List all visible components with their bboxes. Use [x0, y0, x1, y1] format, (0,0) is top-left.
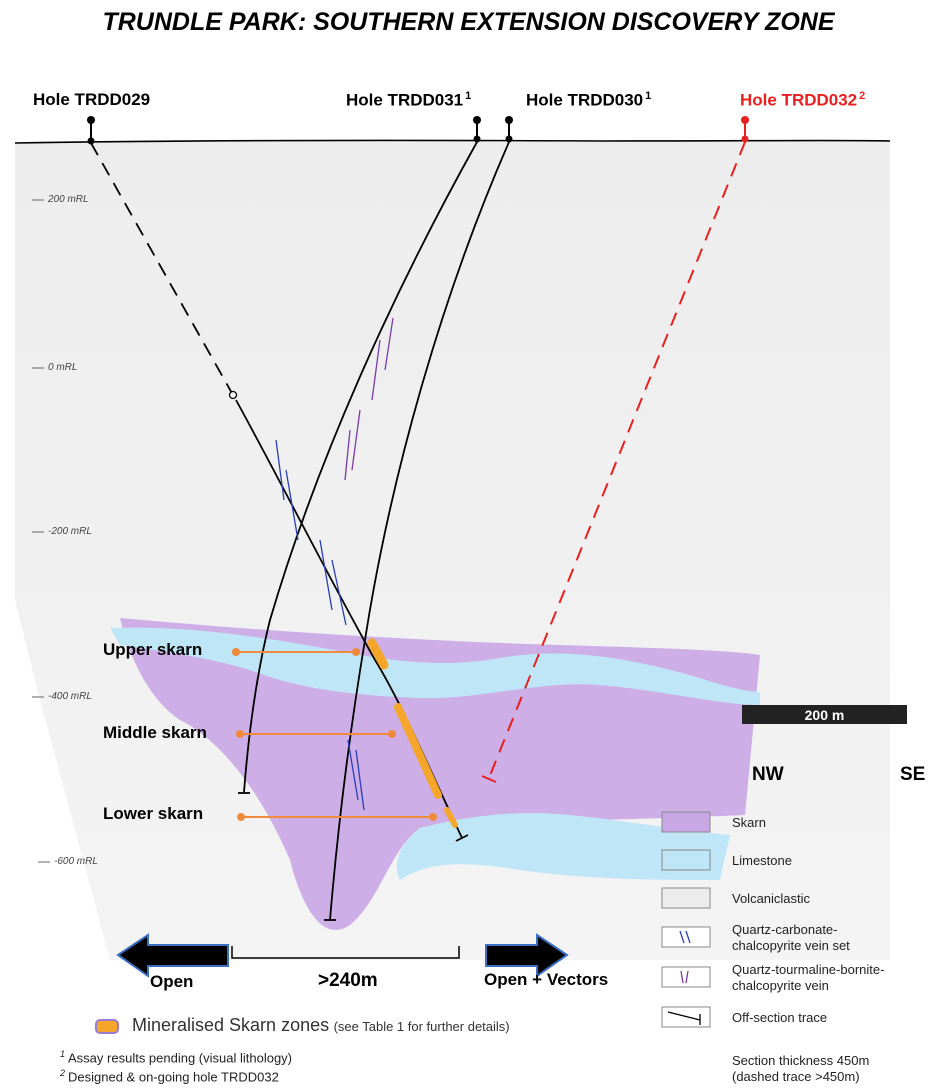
hole-trdd031-trace	[238, 116, 481, 794]
legend-swatch-qt-vein	[661, 966, 711, 988]
limestone-lower	[396, 813, 730, 880]
legend-quartz-tourmaline: Quartz-tourmaline-bornite-chalcopyrite v…	[732, 962, 885, 993]
open-left-arrow	[116, 933, 229, 978]
legend-swatch-limestone	[661, 849, 711, 871]
legend-skarn: Skarn	[732, 815, 766, 830]
rl-label-minus600: -600 mRL	[54, 856, 98, 867]
skarn-label-connectors	[236, 651, 433, 818]
mineralised-label: Mineralised Skarn zones	[132, 1015, 330, 1035]
legend-limestone: Limestone	[732, 853, 792, 868]
direction-nw: NW	[752, 764, 784, 785]
scale-bar	[742, 705, 907, 724]
legend-swatch-qc-vein	[661, 926, 711, 948]
middle-skarn-label: Middle skarn	[103, 723, 207, 742]
legend-swatch-volcaniclastic	[661, 887, 711, 909]
open-right-label: Open + Vectors	[484, 970, 609, 989]
open-right-arrow	[485, 933, 569, 978]
scale-bar-label: 200 m	[804, 707, 845, 723]
lower-skarn-label: Lower skarn	[103, 804, 204, 823]
footnote-1: 1 Assay results pending (visual lithology…	[60, 1049, 293, 1066]
ground-surface	[14, 139, 891, 144]
mineralised-note: (see Table 1 for further details)	[333, 1019, 510, 1034]
hole-label-trdd029: Hole TRDD029	[33, 90, 151, 109]
open-left-label: Open	[150, 972, 194, 991]
width-bracket	[231, 946, 460, 959]
width-label: >240m	[318, 970, 378, 991]
legend-swatch-skarn	[661, 811, 711, 833]
mineralised-swatch	[95, 1019, 119, 1034]
limestone-upper	[110, 627, 760, 705]
quartz-tourmaline-veins	[344, 317, 394, 481]
hole-trdd030-trace	[324, 116, 513, 921]
rl-label-0: 0 mRL	[48, 362, 78, 373]
skarn-zone	[120, 618, 760, 930]
legend-quartz-carbonate: Quartz-carbonate-chalcopyrite vein set	[732, 922, 850, 953]
rl-label-200: 200 mRL	[48, 194, 89, 205]
page-title: TRUNDLE PARK: SOUTHERN EXTENSION DISCOVE…	[102, 8, 835, 36]
hole-label-trdd032: Hole TRDD032 2	[740, 90, 866, 110]
mineralised-legend: Mineralised Skarn zones (see Table 1 for…	[132, 1015, 510, 1036]
rl-label-minus400: -400 mRL	[48, 691, 92, 702]
upper-skarn-label: Upper skarn	[103, 640, 203, 659]
legend-volcaniclastic: Volcaniclastic	[732, 891, 811, 906]
section-thickness-note: Section thickness 450m (dashed trace >45…	[732, 1053, 870, 1084]
quartz-carbonate-veins	[275, 439, 365, 811]
legend-off-section: Off-section trace	[732, 1010, 828, 1025]
footnote-2: 2 Designed & on-going hole TRDD032	[60, 1068, 279, 1085]
direction-se: SE	[900, 764, 926, 785]
hole-label-trdd031: Hole TRDD031 1	[346, 90, 472, 110]
rl-label-minus200: -200 mRL	[48, 526, 92, 537]
hole-trdd032-trace	[481, 116, 749, 783]
hole-label-trdd030: Hole TRDD030 1	[526, 90, 652, 110]
legend-swatch-off-section	[661, 1006, 711, 1028]
mineralised-intercepts	[367, 638, 458, 828]
